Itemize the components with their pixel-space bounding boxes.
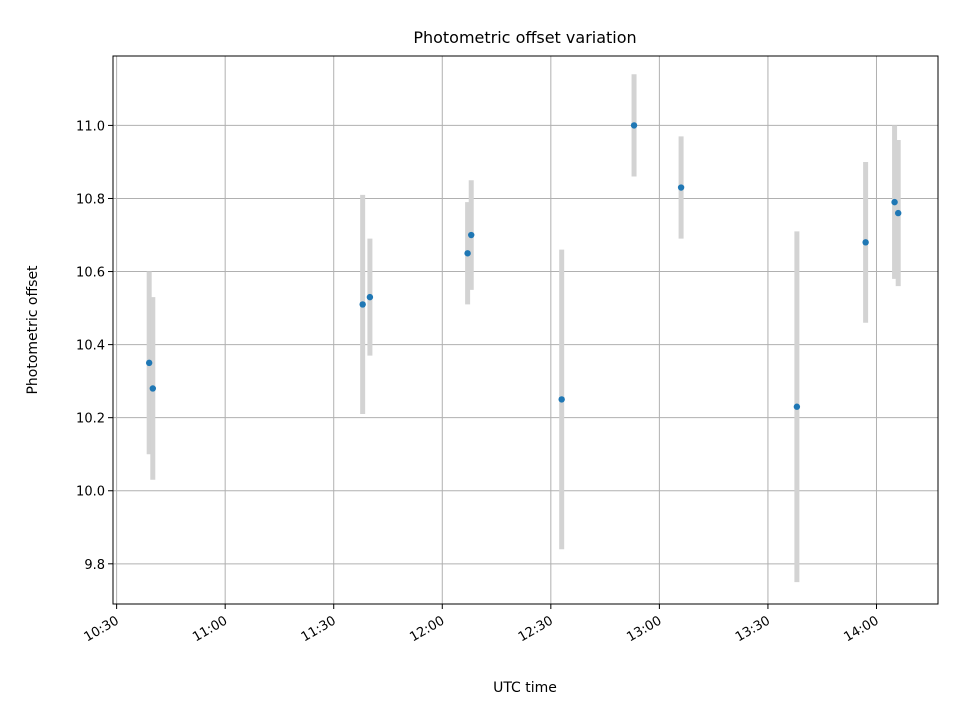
- data-point: [558, 396, 565, 403]
- data-point: [464, 250, 471, 257]
- data-point: [149, 385, 157, 392]
- y-tick-label: 10.6: [76, 266, 105, 281]
- data-point: [793, 403, 801, 410]
- y-axis-label: Photometric offset: [25, 265, 41, 395]
- grid: [113, 56, 938, 604]
- x-tick-label: 14:00: [842, 613, 882, 645]
- data-point: [366, 293, 374, 301]
- y-tick-label: 10.2: [76, 412, 105, 427]
- data-point: [630, 122, 638, 129]
- data-point: [468, 231, 475, 239]
- x-tick-label: 10:30: [82, 613, 122, 645]
- data-point: [677, 184, 685, 191]
- data-point: [359, 301, 366, 308]
- x-tick-label: 11:00: [190, 613, 230, 645]
- y-axis-ticks: 9.8 10.0 10.2 10.4 10.6 10.8 11.0: [76, 119, 113, 573]
- chart-title: Photometric offset variation: [413, 28, 636, 47]
- data-points: [145, 122, 902, 410]
- x-tick-label: 12:30: [516, 613, 556, 645]
- data-point: [891, 198, 898, 206]
- data-point: [862, 239, 869, 246]
- x-axis-ticks: 10:30 11:00 11:30 12:00 12:30 13:00 13:30 14:00: [82, 604, 882, 645]
- plot-frame: [112, 55, 939, 605]
- y-tick-label: 11.0: [76, 119, 105, 134]
- x-tick-label: 13:30: [733, 613, 773, 645]
- x-tick-label: 12:00: [407, 613, 447, 645]
- y-tick-label: 10.0: [76, 485, 105, 500]
- x-axis-label: UTC time: [493, 680, 557, 696]
- x-tick-label: 13:00: [624, 613, 664, 645]
- y-tick-label: 10.4: [76, 339, 105, 354]
- error-bars: [146, 74, 901, 583]
- data-point: [145, 359, 153, 367]
- data-point: [894, 209, 902, 217]
- x-tick-label: 11:30: [299, 613, 339, 645]
- y-tick-label: 9.8: [84, 558, 105, 573]
- y-tick-label: 10.8: [76, 192, 105, 207]
